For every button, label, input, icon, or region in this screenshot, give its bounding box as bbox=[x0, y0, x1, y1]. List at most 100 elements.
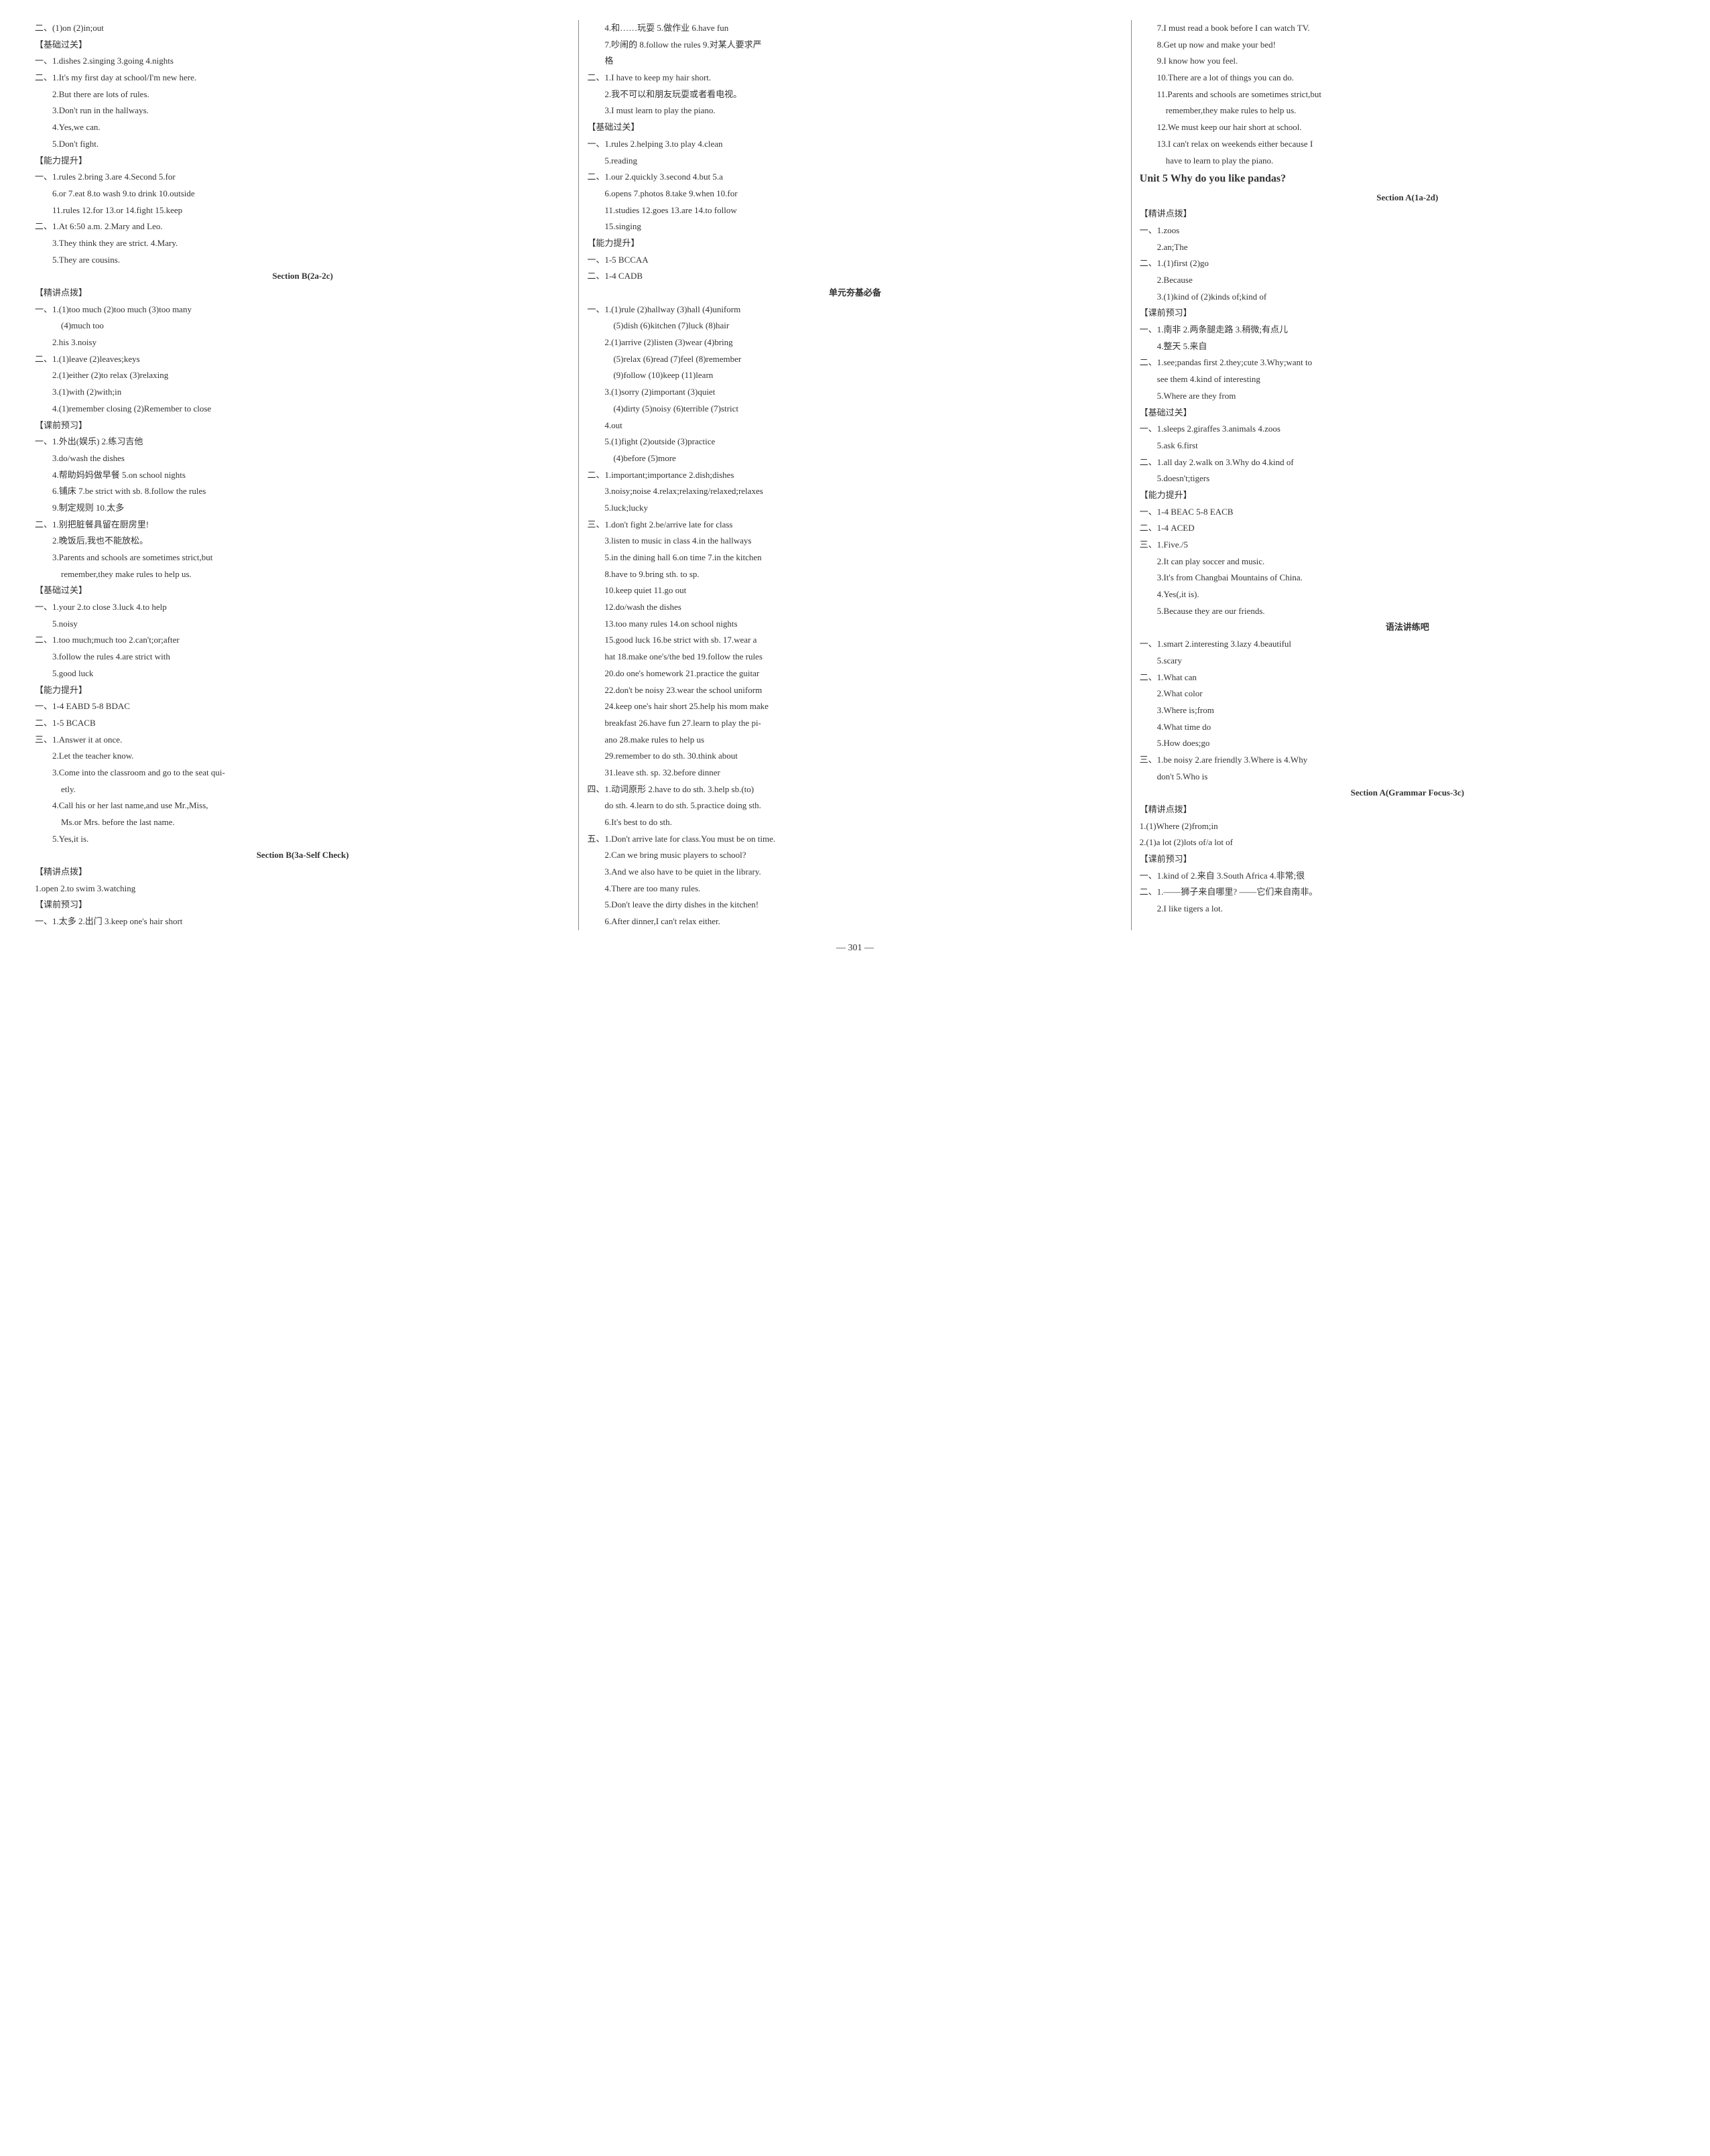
text-line: (4)before (5)more bbox=[587, 450, 1122, 467]
text-line: remember,they make rules to help us. bbox=[35, 566, 570, 583]
text-line: 5.noisy bbox=[35, 616, 570, 633]
text-line: 7.吵闹的 8.follow the rules 9.对某人要求严 bbox=[587, 37, 1122, 54]
text-line: 【课前预习】 bbox=[35, 418, 570, 434]
text-line: 一、1.sleeps 2.giraffes 3.animals 4.zoos bbox=[1140, 421, 1675, 438]
text-line: 【课前预习】 bbox=[1140, 851, 1675, 868]
text-line: 2.(1)either (2)to relax (3)relaxing bbox=[35, 367, 570, 384]
text-line: 3.(1)with (2)with;in bbox=[35, 384, 570, 401]
text-line: 1.open 2.to swim 3.watching bbox=[35, 881, 570, 897]
text-line: 3.Don't run in the hallways. bbox=[35, 103, 570, 119]
text-line: 4.There are too many rules. bbox=[587, 881, 1122, 897]
text-line: 【能力提升】 bbox=[587, 235, 1122, 252]
text-line: 5.How does;go bbox=[1140, 735, 1675, 752]
text-line: 二、1.see;pandas first 2.they;cute 3.Why;w… bbox=[1140, 355, 1675, 371]
text-line: 6.It's best to do sth. bbox=[587, 814, 1122, 831]
text-line: 4.What time do bbox=[1140, 719, 1675, 736]
text-line: 13.I can't relax on weekends either beca… bbox=[1140, 136, 1675, 153]
text-line: Section A(1a-2d) bbox=[1140, 190, 1675, 206]
text-line: 2.(1)a lot (2)lots of/a lot of bbox=[1140, 834, 1675, 851]
text-line: 12.We must keep our hair short at school… bbox=[1140, 119, 1675, 136]
text-line: 6.铺床 7.be strict with sb. 8.follow the r… bbox=[35, 483, 570, 500]
text-line: 3.It's from Changbai Mountains of China. bbox=[1140, 570, 1675, 586]
text-line: 7.I must read a book before I can watch … bbox=[1140, 20, 1675, 37]
text-line: 2.What color bbox=[1140, 686, 1675, 702]
column-1: 二、(1)on (2)in;out 【基础过关】一、1.dishes 2.sing… bbox=[27, 20, 578, 930]
text-line: 5.doesn't;tigers bbox=[1140, 470, 1675, 487]
text-line: 11.studies 12.goes 13.are 14.to follow bbox=[587, 202, 1122, 219]
text-line: 二、(1)on (2)in;out bbox=[35, 20, 570, 37]
text-line: 【精讲点拨】 bbox=[1140, 206, 1675, 223]
text-line: 二、1.It's my first day at school/I'm new … bbox=[35, 70, 570, 86]
text-line: breakfast 26.have fun 27.learn to play t… bbox=[587, 715, 1122, 732]
text-line: 二、1.I have to keep my hair short. bbox=[587, 70, 1122, 86]
text-line: see them 4.kind of interesting bbox=[1140, 371, 1675, 388]
text-line: 【基础过关】 bbox=[587, 119, 1122, 136]
text-line: 4.帮助妈妈做早餐 5.on school nights bbox=[35, 467, 570, 484]
text-line: 5.Where are they from bbox=[1140, 388, 1675, 405]
text-line: 20.do one's homework 21.practice the gui… bbox=[587, 665, 1122, 682]
text-line: 4.out bbox=[587, 418, 1122, 434]
text-line: 5.good luck bbox=[35, 665, 570, 682]
text-line: 一、1.smart 2.interesting 3.lazy 4.beautif… bbox=[1140, 636, 1675, 653]
text-line: 2.his 3.noisy bbox=[35, 334, 570, 351]
text-line: 四、1.动词原形 2.have to do sth. 3.help sb.(to… bbox=[587, 781, 1122, 798]
text-line: 5.scary bbox=[1140, 653, 1675, 670]
text-line: 二、1.别把脏餐具留在厨房里! bbox=[35, 517, 570, 533]
text-line: 一、1.zoos bbox=[1140, 223, 1675, 239]
text-line: 3.listen to music in class 4.in the hall… bbox=[587, 533, 1122, 550]
text-line: 4.整天 5.来自 bbox=[1140, 338, 1675, 355]
text-line: have to learn to play the piano. bbox=[1140, 153, 1675, 170]
text-line: do sth. 4.learn to do sth. 5.practice do… bbox=[587, 798, 1122, 814]
text-line: 一、1.dishes 2.singing 3.going 4.nights bbox=[35, 53, 570, 70]
text-line: 24.keep one's hair short 25.help his mom… bbox=[587, 698, 1122, 715]
text-line: Section A(Grammar Focus-3c) bbox=[1140, 785, 1675, 802]
text-line: 2.我不可以和朋友玩耍或者看电视。 bbox=[587, 86, 1122, 103]
text-line: 一、1-4 BEAC 5-8 EACB bbox=[1140, 504, 1675, 521]
text-line: 5.reading bbox=[587, 153, 1122, 170]
text-line: don't 5.Who is bbox=[1140, 769, 1675, 785]
text-line: 4.和……玩耍 5.做作业 6.have fun bbox=[587, 20, 1122, 37]
text-line: 11.Parents and schools are sometimes str… bbox=[1140, 86, 1675, 103]
text-line: 一、1.kind of 2.来自 3.South Africa 4.非常;很 bbox=[1140, 868, 1675, 885]
text-line: 10.There are a lot of things you can do. bbox=[1140, 70, 1675, 86]
page-number: — 301 — bbox=[27, 940, 1683, 958]
text-line: 4.Yes,we can. bbox=[35, 119, 570, 136]
text-line: 5.Yes,it is. bbox=[35, 831, 570, 848]
text-line: (4)dirty (5)noisy (6)terrible (7)strict bbox=[587, 401, 1122, 418]
text-line: 二、1.(1)leave (2)leaves;keys bbox=[35, 351, 570, 368]
page-root: 二、(1)on (2)in;out【基础过关】一、1.dishes 2.sing… bbox=[27, 20, 1683, 930]
text-line: Section B(3a-Self Check) bbox=[35, 847, 570, 864]
text-line: 10.keep quiet 11.go out bbox=[587, 582, 1122, 599]
text-line: 一、1.rules 2.bring 3.are 4.Second 5.for bbox=[35, 169, 570, 186]
text-line: 二、1-5 BCACB bbox=[35, 715, 570, 732]
text-line: 6.or 7.eat 8.to wash 9.to drink 10.outsi… bbox=[35, 186, 570, 202]
text-line: 4.Call his or her last name,and use Mr.,… bbox=[35, 798, 570, 814]
text-line: 【能力提升】 bbox=[1140, 487, 1675, 504]
text-line: ano 28.make rules to help us bbox=[587, 732, 1122, 749]
text-line: Unit 5 Why do you like pandas? bbox=[1140, 169, 1675, 189]
text-line: 22.don't be noisy 23.wear the school uni… bbox=[587, 682, 1122, 699]
text-line: 三、1.Five./5 bbox=[1140, 537, 1675, 554]
text-line: 4.Yes(,it is). bbox=[1140, 586, 1675, 603]
text-line: 2.晚饭后,我也不能放松。 bbox=[35, 533, 570, 550]
text-line: 8.have to 9.bring sth. to sp. bbox=[587, 566, 1122, 583]
text-line: etly. bbox=[35, 781, 570, 798]
text-line: 二、1.——狮子来自哪里? ——它们来自南非。 bbox=[1140, 884, 1675, 901]
text-line: 二、1.At 6:50 a.m. 2.Mary and Leo. bbox=[35, 218, 570, 235]
text-line: (5)relax (6)read (7)feel (8)remember bbox=[587, 351, 1122, 368]
text-line: 5.luck;lucky bbox=[587, 500, 1122, 517]
text-line: 【课前预习】 bbox=[1140, 305, 1675, 322]
text-line: 一、1.太多 2.出门 3.keep one's hair short bbox=[35, 913, 570, 930]
text-line: 【精讲点拨】 bbox=[35, 864, 570, 881]
text-line: 5.Don't leave the dirty dishes in the ki… bbox=[587, 897, 1122, 913]
text-line: 语法讲练吧 bbox=[1140, 619, 1675, 636]
text-line: 【能力提升】 bbox=[35, 682, 570, 699]
text-line: 二、1-4 ACED bbox=[1140, 520, 1675, 537]
text-line: 二、1.important;importance 2.dish;dishes bbox=[587, 467, 1122, 484]
column-2: 4.和……玩耍 5.做作业 6.have fun7.吵闹的 8.follow t… bbox=[578, 20, 1131, 930]
text-line: 5.Because they are our friends. bbox=[1140, 603, 1675, 620]
text-line: 单元夯基必备 bbox=[587, 285, 1122, 302]
text-line: 【基础过关】 bbox=[35, 582, 570, 599]
text-line: 3.And we also have to be quiet in the li… bbox=[587, 864, 1122, 881]
text-line: (9)follow (10)keep (11)learn bbox=[587, 367, 1122, 384]
